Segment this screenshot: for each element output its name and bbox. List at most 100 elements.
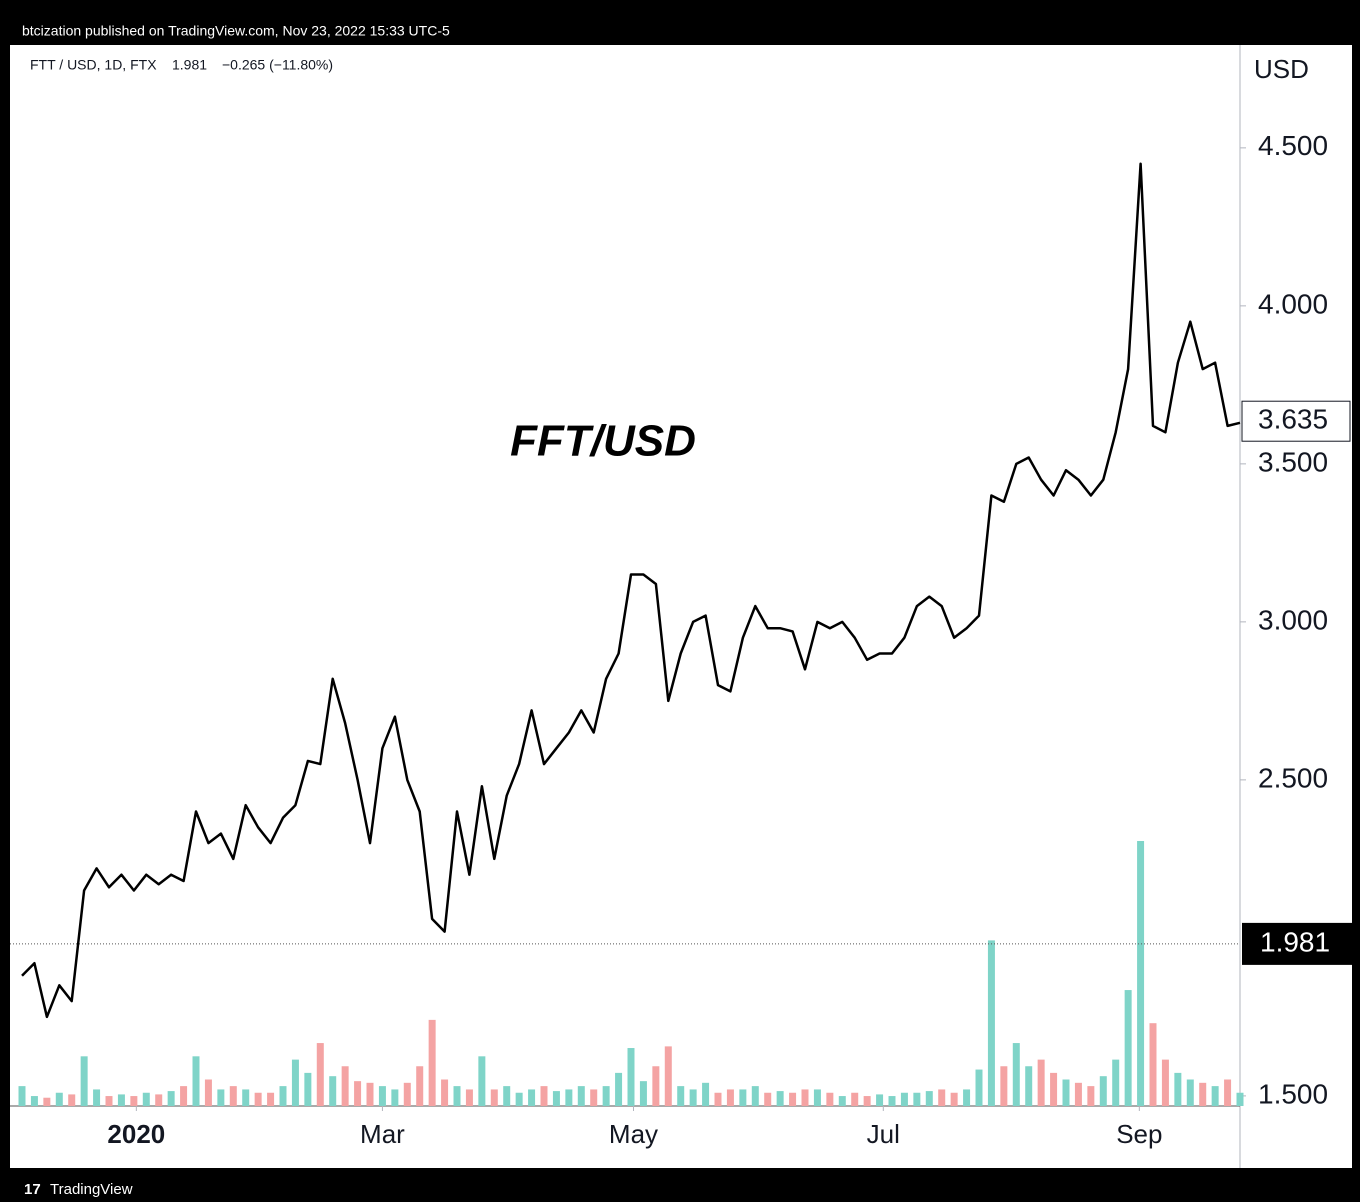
volume-bar xyxy=(1074,1082,1082,1106)
volume-bar xyxy=(838,1096,846,1106)
volume-bar xyxy=(354,1081,362,1106)
volume-bar xyxy=(441,1079,449,1106)
volume-bar xyxy=(900,1092,908,1106)
x-tick-label: Jul xyxy=(867,1119,900,1149)
volume-bar xyxy=(1112,1059,1120,1106)
volume-bar xyxy=(142,1092,150,1106)
volume-bar xyxy=(1149,1023,1157,1106)
volume-bar xyxy=(1037,1059,1045,1106)
volume-bar xyxy=(1062,1079,1070,1106)
axis-unit: USD xyxy=(1254,54,1309,84)
volume-bar xyxy=(689,1089,697,1106)
volume-bar xyxy=(279,1086,287,1106)
y-tick-label: 3.000 xyxy=(1258,604,1328,635)
volume-bar xyxy=(602,1086,610,1106)
volume-bar xyxy=(217,1089,225,1106)
volume-bar xyxy=(503,1086,511,1106)
volume-bar xyxy=(428,1019,436,1106)
volume-bar xyxy=(453,1086,461,1106)
volume-bar xyxy=(391,1089,399,1106)
volume-bar xyxy=(1186,1079,1194,1106)
volume-bar xyxy=(565,1089,573,1106)
volume-bar xyxy=(726,1089,734,1106)
volume-bar xyxy=(242,1089,250,1106)
volume-bar xyxy=(925,1091,933,1106)
volume-bar xyxy=(55,1092,63,1106)
footer-logo: 17 xyxy=(24,1181,41,1198)
volume-bar xyxy=(465,1089,473,1106)
volume-bar xyxy=(975,1069,983,1106)
volume-bar xyxy=(702,1082,710,1106)
volume-bar xyxy=(316,1043,324,1106)
volume-bar xyxy=(1211,1086,1219,1106)
volume-bar xyxy=(776,1091,784,1106)
volume-bar xyxy=(43,1097,51,1106)
volume-bar xyxy=(18,1086,26,1106)
volume-bar xyxy=(1161,1059,1169,1106)
volume-bar xyxy=(577,1086,585,1106)
volume-bar xyxy=(329,1076,337,1106)
volume-bar xyxy=(664,1046,672,1106)
volume-bar xyxy=(478,1056,486,1106)
volume-bar xyxy=(1224,1079,1232,1106)
y-tick-label: 3.500 xyxy=(1258,446,1328,477)
volume-bar xyxy=(1025,1066,1033,1106)
volume-bar xyxy=(341,1066,349,1106)
volume-bar xyxy=(913,1092,921,1106)
current-price-label: 1.981 xyxy=(1260,926,1330,957)
volume-bar xyxy=(1087,1086,1095,1106)
volume-bar xyxy=(813,1089,821,1106)
x-tick-label: Mar xyxy=(360,1119,405,1149)
volume-bar xyxy=(192,1056,200,1106)
volume-bar xyxy=(1124,990,1132,1106)
y-tick-label: 1.500 xyxy=(1258,1078,1328,1109)
y-tick-label: 4.000 xyxy=(1258,288,1328,319)
current-price-box xyxy=(1242,922,1352,965)
volume-bar xyxy=(117,1094,125,1106)
volume-bar xyxy=(80,1056,88,1106)
volume-bar xyxy=(366,1082,374,1106)
volume-bar xyxy=(167,1091,175,1106)
volume-bar xyxy=(130,1096,138,1106)
volume-bar xyxy=(204,1079,212,1106)
volume-bar xyxy=(378,1086,386,1106)
last-price-label: 3.635 xyxy=(1258,404,1328,435)
symbol: FTT / USD, 1D, FTX xyxy=(30,57,157,73)
last-price-box xyxy=(1241,400,1351,442)
volume-bar xyxy=(851,1092,859,1106)
volume-bar xyxy=(540,1086,548,1106)
volume-bar xyxy=(515,1092,523,1106)
volume-bar xyxy=(68,1094,76,1106)
volume-bar xyxy=(888,1096,896,1106)
volume-bar xyxy=(1000,1066,1008,1106)
volume-bar xyxy=(963,1089,971,1106)
volume-bar xyxy=(590,1089,598,1106)
volume-bar xyxy=(1236,1092,1244,1106)
volume-bar xyxy=(1099,1076,1107,1106)
volume-bar xyxy=(416,1066,424,1106)
volume-bar xyxy=(229,1086,237,1106)
x-tick-label: Sep xyxy=(1116,1119,1162,1149)
chart-panel xyxy=(10,45,1352,1168)
volume-bar xyxy=(1012,1043,1020,1106)
volume-bar xyxy=(863,1096,871,1106)
volume-bar xyxy=(1050,1072,1058,1106)
change: −0.265 (−11.80%) xyxy=(222,57,333,73)
volume-bar xyxy=(490,1089,498,1106)
volume-bar xyxy=(403,1082,411,1106)
volume-bar xyxy=(155,1094,163,1106)
volume-bar xyxy=(801,1089,809,1106)
volume-bar xyxy=(93,1089,101,1106)
volume-bar xyxy=(739,1089,747,1106)
publisher: btcization published on TradingView.com,… xyxy=(22,23,450,39)
volume-bar xyxy=(254,1092,262,1106)
volume-bar xyxy=(950,1092,958,1106)
volume-bar xyxy=(627,1048,635,1106)
volume-bar xyxy=(714,1092,722,1106)
x-tick-label: May xyxy=(609,1119,658,1149)
y-tick-label: 4.500 xyxy=(1258,130,1328,161)
volume-bar xyxy=(180,1086,188,1106)
volume-bar xyxy=(291,1059,299,1106)
volume-bar xyxy=(639,1081,647,1106)
